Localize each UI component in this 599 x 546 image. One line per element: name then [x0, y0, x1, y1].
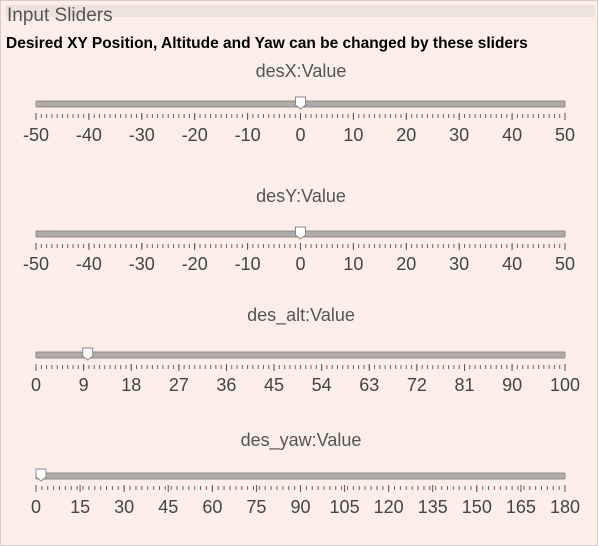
- tick-label: 9: [79, 375, 89, 395]
- tick-label: 135: [418, 497, 448, 517]
- slider-label: desX:Value: [256, 61, 347, 81]
- slider-thumb[interactable]: [295, 96, 306, 110]
- title-bar: [5, 5, 595, 17]
- tick-label: 63: [359, 375, 379, 395]
- slider-thumb[interactable]: [35, 468, 47, 482]
- tick-label: -10: [235, 125, 261, 145]
- slider[interactable]: des_yaw:Value 0 15 30 45 60 75 90 105 120 135 150 16…: [31, 430, 580, 517]
- tick-label: 30: [114, 497, 134, 517]
- tick-label: 0: [31, 375, 41, 395]
- tick-label: 0: [31, 497, 41, 517]
- tick-label: 50: [555, 254, 575, 274]
- tick-label: 20: [396, 125, 416, 145]
- tick-label: 18: [121, 375, 141, 395]
- tick-label: 180: [550, 497, 580, 517]
- tick-label: 40: [502, 254, 522, 274]
- tick-label: -40: [76, 254, 102, 274]
- tick-label: 45: [158, 497, 178, 517]
- tick-label: 105: [330, 497, 360, 517]
- tick-label: 90: [290, 497, 310, 517]
- tick-label: 90: [502, 375, 522, 395]
- tick-label: 10: [343, 125, 363, 145]
- tick-label: 50: [555, 125, 575, 145]
- panel-title: Input Sliders: [7, 5, 113, 26]
- tick-label: 60: [202, 497, 222, 517]
- tick-label: -20: [182, 254, 208, 274]
- slider[interactable]: des_alt:Value 0 9 18 27 36 45 54 63 72 81 90 100: [31, 305, 580, 395]
- tick-label: 165: [506, 497, 536, 517]
- slider-thumb[interactable]: [82, 347, 94, 361]
- tick-label: 0: [295, 125, 305, 145]
- sliders: desX:Value-50 -40 -30 -20 -10 0 10 20 30 40 50desY…: [23, 61, 580, 517]
- slider-track: [35, 351, 566, 359]
- tick-label: 27: [169, 375, 189, 395]
- tick-label: -20: [182, 125, 208, 145]
- slider-label: des_yaw:Value: [241, 430, 362, 451]
- slider-track: [35, 472, 566, 480]
- slider-label: desY:Value: [256, 186, 346, 206]
- tick-label: -30: [129, 254, 155, 274]
- tick-label: 81: [454, 375, 474, 395]
- tick-label: 20: [396, 254, 416, 274]
- tick-label: 0: [295, 254, 305, 274]
- tick-label: 40: [502, 125, 522, 145]
- tick-label: -50: [23, 254, 49, 274]
- slider-label: des_alt:Value: [247, 305, 355, 326]
- tick-label: 36: [216, 375, 236, 395]
- slider[interactable]: desX:Value -50 -40 -30 -20 -10 0 10 20 30 40 50: [23, 61, 575, 145]
- tick-label: -50: [23, 125, 49, 145]
- tick-label: 15: [70, 497, 90, 517]
- slider-thumb[interactable]: [295, 226, 306, 240]
- tick-label: 150: [462, 497, 492, 517]
- slider[interactable]: desY:Value -50 -40 -30 -20 -10 0 10 20 30 40 50: [23, 186, 575, 274]
- tick-label: -30: [129, 125, 155, 145]
- tick-label: 75: [246, 497, 266, 517]
- tick-label: 10: [343, 254, 363, 274]
- tick-label: 100: [550, 375, 580, 395]
- tick-label: -40: [76, 125, 102, 145]
- tick-label: 72: [407, 375, 427, 395]
- tick-label: 120: [374, 497, 404, 517]
- tick-label: 45: [264, 375, 284, 395]
- tick-label: 30: [449, 254, 469, 274]
- tick-label: 30: [449, 125, 469, 145]
- tick-label: 54: [312, 375, 332, 395]
- tick-label: -10: [235, 254, 261, 274]
- panel-subtitle: Desired XY Position, Altitude and Yaw ca…: [6, 35, 528, 52]
